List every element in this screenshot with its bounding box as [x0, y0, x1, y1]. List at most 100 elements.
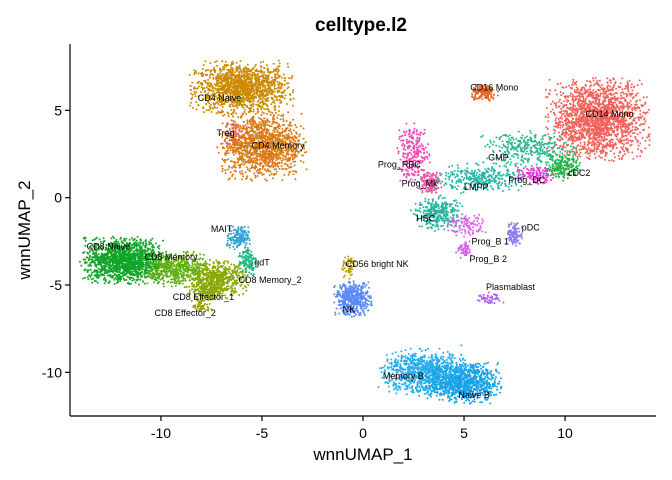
data-point [579, 138, 582, 141]
data-point [241, 154, 243, 157]
data-point [553, 142, 556, 145]
data-point [274, 73, 276, 76]
data-point [495, 144, 498, 147]
data-point [256, 175, 259, 177]
data-point [271, 112, 274, 114]
data-point [284, 162, 287, 165]
data-point [294, 151, 297, 153]
data-point [231, 130, 234, 133]
data-point [613, 156, 616, 159]
data-point [234, 71, 237, 74]
data-point [278, 127, 280, 130]
data-point [575, 91, 578, 94]
data-point [270, 76, 273, 79]
data-point [266, 156, 269, 158]
data-point [229, 93, 232, 96]
data-point [276, 72, 279, 75]
data-point [621, 147, 624, 150]
data-point [261, 82, 264, 85]
data-point [218, 74, 220, 77]
data-point [578, 115, 581, 118]
data-point [607, 123, 610, 126]
data-point [241, 72, 243, 75]
data-point [242, 71, 245, 73]
data-point [241, 149, 243, 152]
data-point [234, 143, 237, 146]
data-point [561, 145, 564, 148]
data-point [583, 103, 586, 106]
data-point [565, 86, 568, 88]
data-point [261, 173, 264, 176]
data-point [586, 131, 589, 134]
data-point [586, 148, 589, 151]
data-point [239, 116, 242, 119]
data-point [589, 119, 592, 122]
data-point [234, 177, 237, 180]
data-point [227, 147, 230, 150]
data-point [248, 92, 251, 95]
data-point [626, 103, 629, 106]
data-point [580, 89, 583, 92]
data-point [239, 165, 242, 167]
data-point [305, 168, 308, 171]
data-point [257, 75, 260, 78]
data-point [246, 131, 249, 134]
data-point [229, 72, 232, 75]
data-point [257, 108, 259, 110]
data-point [559, 120, 562, 123]
data-point [604, 138, 607, 141]
data-point [257, 145, 260, 148]
data-point [600, 137, 603, 140]
data-point [234, 132, 237, 135]
data-point [567, 115, 570, 117]
data-point [304, 151, 306, 154]
data-point [276, 129, 279, 132]
data-point [256, 100, 259, 103]
data-point [622, 154, 625, 157]
data-point [266, 67, 269, 70]
data-point [215, 112, 218, 115]
data-point [221, 88, 224, 91]
data-point [594, 106, 597, 109]
data-point [587, 143, 590, 146]
data-point [575, 109, 578, 111]
data-point [547, 120, 550, 123]
data-point [262, 60, 265, 63]
data-point [270, 157, 273, 160]
data-point [595, 150, 598, 153]
data-point [573, 82, 576, 85]
data-point [227, 71, 230, 73]
data-point [257, 79, 260, 82]
data-point [267, 169, 270, 172]
data-point [576, 95, 579, 98]
data-point [248, 88, 251, 91]
data-point [246, 121, 249, 124]
data-point [615, 135, 618, 138]
data-point [228, 139, 231, 142]
data-point [226, 168, 229, 171]
data-point [228, 103, 231, 106]
data-point [629, 105, 631, 108]
data-point [582, 146, 585, 149]
data-point [612, 78, 615, 81]
data-point [289, 94, 292, 96]
data-point [284, 94, 287, 97]
data-point [559, 124, 562, 127]
data-point [250, 179, 253, 182]
data-point [631, 125, 634, 128]
data-point [625, 134, 628, 137]
data-point [207, 81, 210, 84]
data-point [300, 160, 302, 162]
data-point [507, 143, 509, 146]
data-point [547, 116, 550, 119]
data-point [257, 132, 260, 134]
data-point [250, 159, 253, 162]
data-point [234, 94, 237, 97]
data-point [541, 148, 544, 151]
data-point [641, 137, 644, 139]
data-point [221, 95, 224, 98]
data-point [627, 133, 630, 136]
data-point [230, 73, 232, 76]
data-point [571, 83, 574, 86]
data-point [284, 127, 287, 130]
